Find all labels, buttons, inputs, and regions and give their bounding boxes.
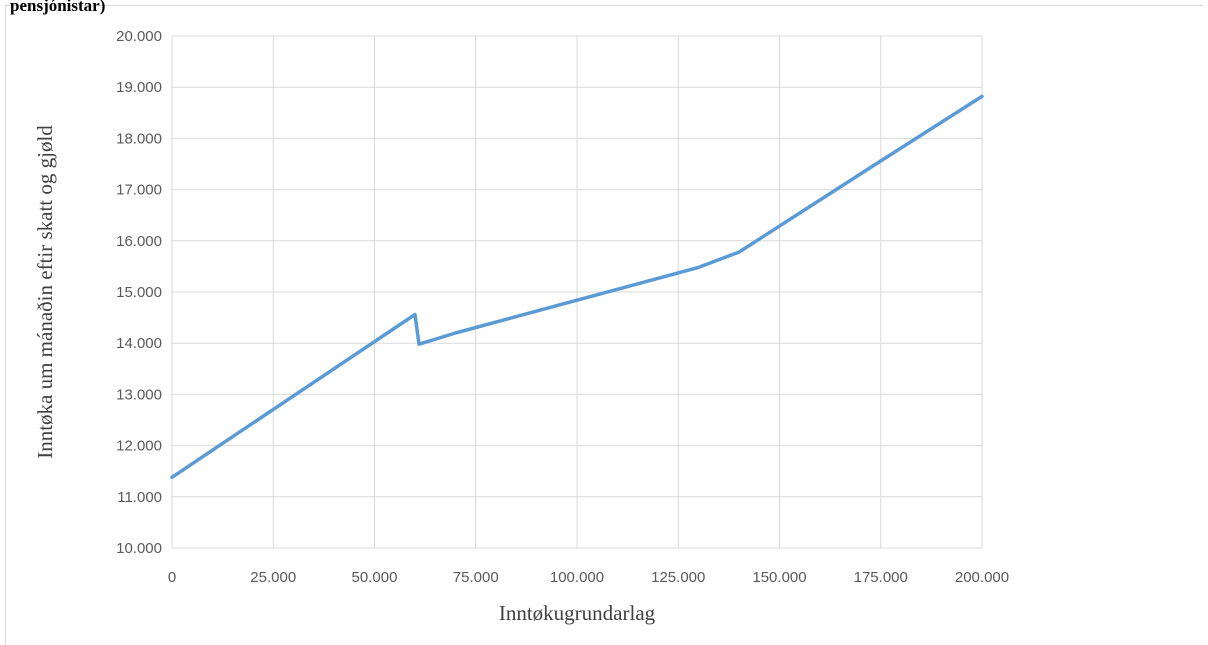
y-tick-label: 16.000 xyxy=(116,233,162,250)
y-tick-label: 20.000 xyxy=(116,28,162,45)
x-tick-label: 150.000 xyxy=(752,569,806,586)
y-tick-label: 13.000 xyxy=(116,386,162,403)
series-line xyxy=(170,94,984,480)
x-tick-label: 200.000 xyxy=(955,569,1009,586)
y-axis-title: Inntøka um mánaðin eftir skatt og gjøld xyxy=(33,125,57,459)
x-tick-label: 50.000 xyxy=(352,569,398,586)
x-axis-ticks: 0 25.000 50.000 75.000 100.000 125.000 150.000… xyxy=(168,569,1009,586)
x-tick-label: 75.000 xyxy=(453,569,499,586)
x-tick-label: 175.000 xyxy=(854,569,908,586)
y-tick-label: 12.000 xyxy=(116,438,162,455)
y-tick-label: 17.000 xyxy=(116,182,162,199)
y-tick-label: 11.000 xyxy=(117,489,162,506)
y-axis-ticks: 10.000 11.000 12.000 13.000 14.000 15.000 16.0… xyxy=(116,28,162,557)
y-tick-label: 10.000 xyxy=(116,540,162,557)
y-tick-label: 14.000 xyxy=(116,335,162,352)
chart-title-fragment: pensjónistar) xyxy=(10,0,106,15)
y-tick-label: 15.000 xyxy=(116,284,162,301)
x-tick-label: 100.000 xyxy=(550,569,604,586)
series-lines xyxy=(170,94,984,480)
x-axis-title: Inntøkugrundarlag xyxy=(499,601,656,625)
x-tick-label: 0 xyxy=(168,569,176,586)
x-tick-label: 25.000 xyxy=(250,569,296,586)
chart-frame: pensjónistar) xyxy=(5,0,1203,645)
gridlines xyxy=(171,35,983,549)
y-tick-label: 19.000 xyxy=(116,79,162,96)
y-tick-label: 18.000 xyxy=(116,130,162,147)
x-tick-label: 125.000 xyxy=(651,569,705,586)
